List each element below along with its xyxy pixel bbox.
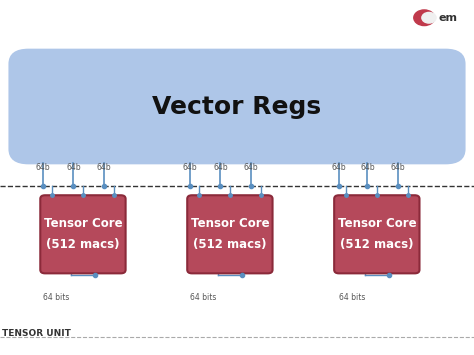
Text: 64b: 64b <box>213 163 228 172</box>
Text: 64b: 64b <box>66 163 81 172</box>
Text: Tensor Core: Tensor Core <box>44 217 122 230</box>
Text: (512 macs): (512 macs) <box>46 239 120 251</box>
Text: (512 macs): (512 macs) <box>340 239 414 251</box>
Text: (512 macs): (512 macs) <box>193 239 267 251</box>
Text: Tensor Core: Tensor Core <box>191 217 269 230</box>
Text: TENSOR UNIT: TENSOR UNIT <box>2 329 71 338</box>
FancyBboxPatch shape <box>334 195 419 273</box>
FancyBboxPatch shape <box>187 195 273 273</box>
Text: 64b: 64b <box>391 163 405 172</box>
Text: 64b: 64b <box>332 163 346 172</box>
Text: Vector Regs: Vector Regs <box>153 94 321 119</box>
Text: 64b: 64b <box>36 163 50 172</box>
Circle shape <box>422 12 436 23</box>
Text: 64b: 64b <box>244 163 258 172</box>
Text: 64 bits: 64 bits <box>43 293 69 302</box>
Text: Tensor Core: Tensor Core <box>337 217 416 230</box>
Circle shape <box>414 10 435 26</box>
Text: 64 bits: 64 bits <box>190 293 216 302</box>
Text: 64 bits: 64 bits <box>339 293 365 302</box>
Text: 64b: 64b <box>360 163 374 172</box>
FancyBboxPatch shape <box>9 50 465 163</box>
FancyBboxPatch shape <box>40 195 126 273</box>
Text: em: em <box>438 13 457 23</box>
Text: 64b: 64b <box>182 163 197 172</box>
Text: 64b: 64b <box>97 163 111 172</box>
